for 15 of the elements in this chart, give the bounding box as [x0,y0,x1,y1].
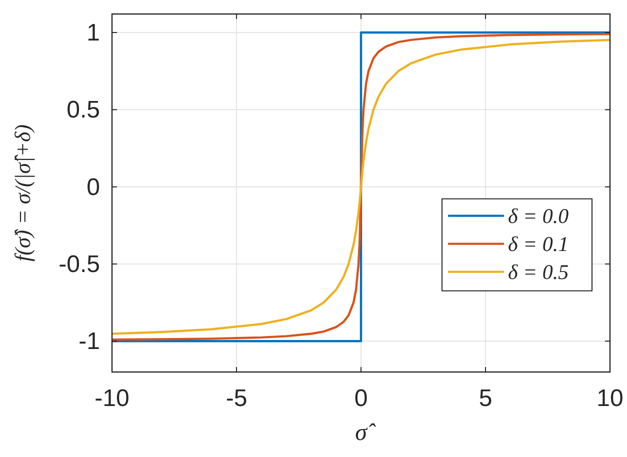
y-tick-label: 0 [86,174,100,201]
x-tick-label: 10 [596,385,624,412]
y-axis-title: f(σ̂) = σ/(|σ̂|+δ) [10,124,35,262]
x-tick-label: 5 [478,385,492,412]
y-tick-label: 0.5 [66,96,100,124]
x-tick-label: -5 [226,385,248,412]
y-tick-label: -0.5 [58,250,100,278]
x-axis-title: σ̂ [355,420,376,446]
legend-label: δ = 0.0 [508,204,570,228]
y-tick-label: 1 [86,20,100,47]
legend-label: δ = 0.5 [508,260,569,284]
y-tick-label: -1 [78,328,100,356]
x-tick-label: -10 [94,385,130,412]
legend-label: δ = 0.1 [508,232,569,256]
x-tick-label: 0 [354,385,368,412]
